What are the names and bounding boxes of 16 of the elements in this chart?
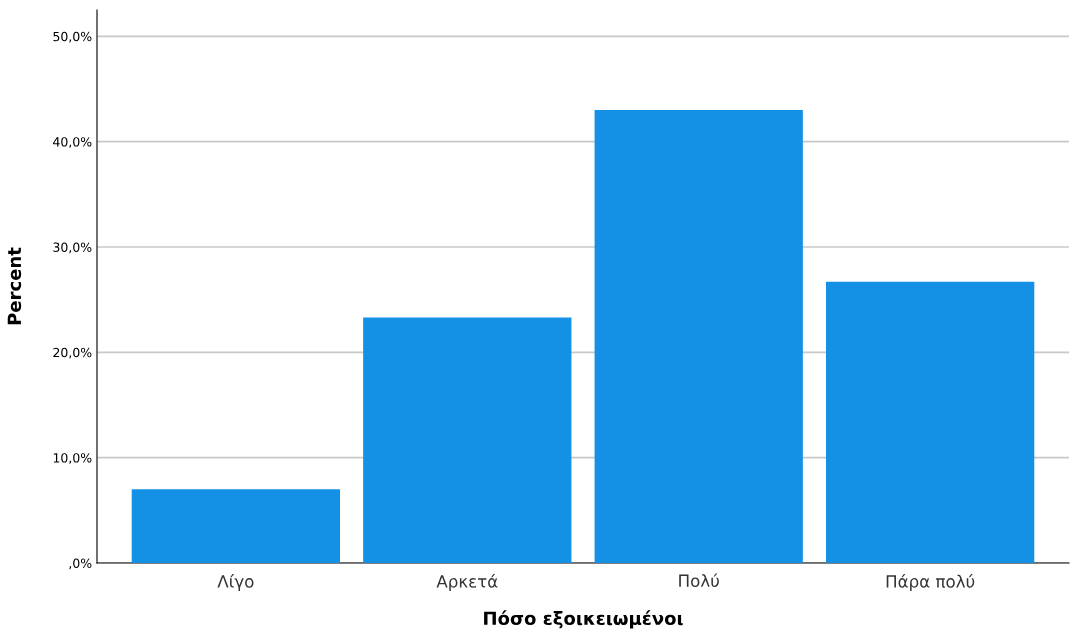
bar	[826, 281, 1035, 563]
bar	[363, 317, 572, 563]
x-tick-label: Πάρα πολύ	[886, 574, 975, 591]
y-tick-label: ,0%	[69, 558, 92, 570]
y-axis-title: Percent	[7, 247, 22, 325]
x-tick-label: Λίγο	[217, 574, 254, 591]
y-tick-label: 50,0%	[53, 31, 92, 43]
y-tick-label: 30,0%	[53, 242, 92, 254]
x-tick-label: Αρκετά	[436, 574, 498, 591]
bar	[594, 110, 803, 563]
x-axis-title: Πόσο εξοικειωμένοι	[484, 610, 683, 629]
bar	[131, 489, 340, 563]
y-tick-label: 40,0%	[53, 137, 92, 148]
y-tick-label: 20,0%	[53, 347, 92, 359]
x-tick-label: Πολύ	[679, 573, 719, 588]
y-tick-label: 10,0%	[53, 453, 92, 464]
